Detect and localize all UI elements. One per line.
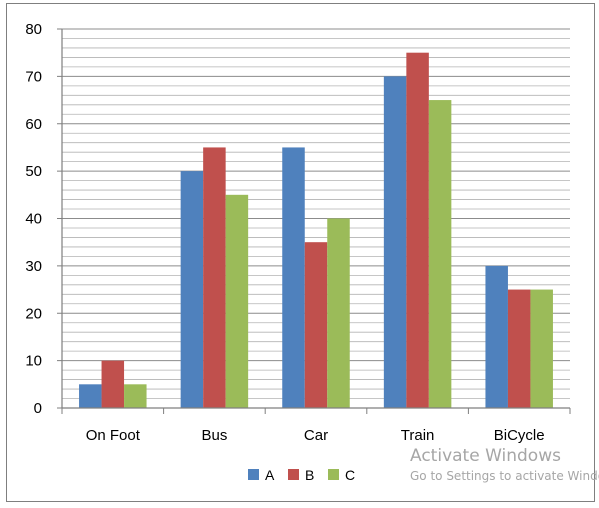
y-tick-label: 40 <box>25 211 42 228</box>
bar-a <box>485 265 508 408</box>
x-category-label: Car <box>304 427 328 444</box>
y-tick-label: 70 <box>25 68 42 85</box>
y-tick-label: 20 <box>25 305 42 322</box>
x-category-label: Train <box>401 427 435 444</box>
bars <box>79 52 553 408</box>
bar-a <box>282 147 305 408</box>
legend-swatch-a <box>248 469 259 480</box>
bar-b <box>101 360 125 408</box>
bar-b <box>507 289 531 408</box>
legend-swatch-c <box>328 469 339 480</box>
bar-c <box>530 289 553 408</box>
legend-label-b: B <box>305 467 314 483</box>
legend: A B C <box>248 467 355 483</box>
bar-b <box>406 52 429 408</box>
bar-b <box>203 147 226 408</box>
bar-a <box>383 76 407 408</box>
y-tick-label: 30 <box>25 258 42 275</box>
x-axis-categories: On Foot Bus Car Train BiCycle <box>86 427 545 444</box>
bar-c <box>428 100 452 408</box>
bar-b <box>304 242 328 408</box>
bar-c <box>225 194 249 408</box>
legend-label-c: C <box>345 467 355 483</box>
y-tick-label: 10 <box>25 353 42 370</box>
y-tick-label: 0 <box>34 400 42 417</box>
legend-label-a: A <box>265 467 275 483</box>
y-tick-label: 50 <box>25 163 42 180</box>
x-category-label: BiCycle <box>494 427 545 444</box>
legend-swatch-b <box>288 469 299 480</box>
y-tick-label: 80 <box>25 21 42 38</box>
bar-a <box>180 171 204 408</box>
y-axis-ticks: 0 10 20 30 40 50 60 70 80 <box>25 21 62 417</box>
bar-c <box>327 218 350 408</box>
x-category-label: On Foot <box>86 427 141 444</box>
axes <box>61 29 571 414</box>
bar-a <box>79 384 102 408</box>
bar-c <box>124 384 147 408</box>
x-category-label: Bus <box>201 427 227 444</box>
y-tick-label: 60 <box>25 116 42 133</box>
